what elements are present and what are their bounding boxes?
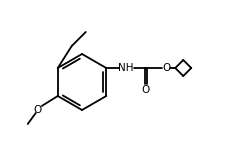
Text: O: O <box>142 85 150 95</box>
Text: O: O <box>162 63 170 73</box>
Text: O: O <box>34 105 42 115</box>
Text: NH: NH <box>119 63 134 73</box>
